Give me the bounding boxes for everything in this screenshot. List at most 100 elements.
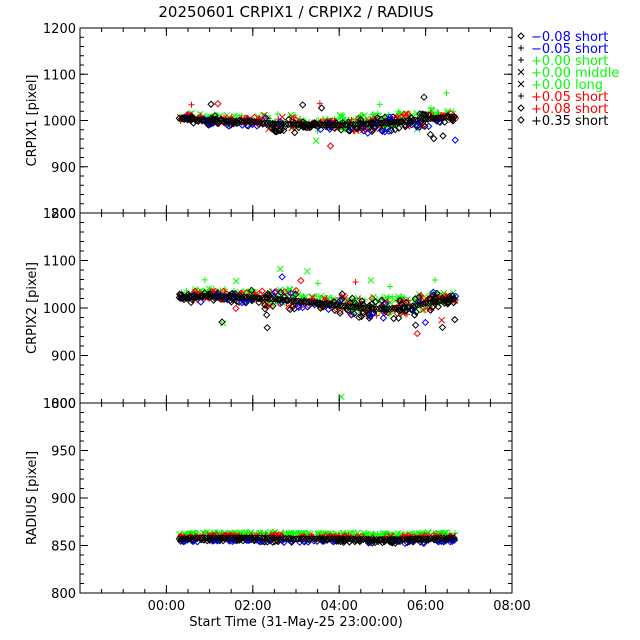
trend-point [271, 295, 279, 303]
trend-point [307, 298, 316, 307]
data-point [451, 136, 459, 144]
trend-point [186, 534, 194, 543]
legend-item: +0.00 short [518, 54, 608, 69]
trend-point [427, 534, 435, 543]
trend-point [261, 119, 269, 127]
trend-point [385, 535, 394, 544]
trend-point [253, 294, 261, 302]
legend-item: +0.08 short [517, 102, 608, 117]
trend-point [237, 293, 246, 301]
data-point [214, 100, 222, 108]
trend-point [383, 535, 391, 544]
trend-point [237, 534, 246, 542]
data-point [235, 298, 243, 306]
data-point [395, 124, 403, 132]
trend-point [315, 299, 324, 308]
trend-point [346, 303, 355, 311]
trend-point [266, 534, 274, 542]
trend-point [442, 534, 451, 542]
data-point [347, 310, 355, 319]
trend-point [209, 116, 217, 125]
trend-point [323, 535, 331, 543]
legend-label: −0.08 short [531, 30, 608, 45]
trend-point [235, 117, 243, 126]
trend-point [271, 534, 279, 543]
legend-marker [517, 104, 525, 112]
trend-point [235, 534, 243, 542]
trend-point [224, 534, 233, 542]
trend-point [191, 115, 199, 124]
data-point [326, 142, 335, 150]
trend-point [390, 535, 399, 544]
data-point [277, 288, 285, 296]
data-point [378, 127, 386, 135]
trend-point [188, 293, 197, 301]
data-point [359, 112, 366, 119]
trend-point [188, 534, 197, 543]
trend-point [318, 300, 326, 308]
trend-point [354, 304, 362, 312]
y-tick-label: 900 [51, 492, 76, 507]
trend-point [232, 293, 241, 301]
trend-point [204, 116, 212, 125]
chart-title: 20250601 CRPIX1 / CRPIX2 / RADIUS [158, 3, 433, 21]
trend-point [198, 534, 207, 542]
trend-point [230, 293, 238, 301]
trend-point [297, 297, 305, 306]
trend-point [434, 114, 443, 122]
data-point [262, 311, 271, 319]
data-point [379, 314, 388, 322]
trend-point [357, 535, 365, 544]
trend-point [367, 304, 375, 313]
trend-point [395, 118, 404, 126]
trend-point [240, 293, 248, 301]
trend-point [284, 120, 292, 129]
trend-point [196, 116, 204, 124]
trend-point [222, 292, 230, 301]
trend-point [196, 292, 204, 301]
trend-point [445, 534, 453, 542]
trend-point [385, 304, 394, 313]
data-point [344, 126, 353, 135]
trend-point [292, 120, 300, 129]
data-point [201, 276, 208, 283]
data-point [394, 314, 403, 322]
trend-point [336, 535, 344, 543]
trend-series [175, 534, 458, 544]
trend-point [447, 295, 456, 303]
trend-point [183, 534, 191, 543]
trend-point [351, 303, 360, 312]
trend-point [193, 292, 202, 301]
data-point [421, 318, 430, 327]
trend-point [370, 535, 378, 544]
trend-point [261, 534, 269, 542]
trend-point [323, 121, 331, 129]
data-point [273, 127, 281, 136]
data-point [385, 127, 393, 135]
trend-point [390, 118, 399, 126]
y-axis-title: RADIUS [pixel] [25, 451, 40, 545]
trend-point [214, 534, 222, 542]
trend-point [310, 299, 318, 307]
trend-point [351, 120, 360, 129]
trend-point [302, 535, 311, 543]
trend-point [442, 113, 451, 122]
trend-point [388, 118, 396, 127]
trend-point [209, 292, 217, 300]
data-point [303, 303, 312, 311]
trend-point [375, 119, 383, 128]
trend-point [445, 113, 453, 121]
trend-point [230, 534, 238, 542]
trend-point [325, 535, 334, 543]
trend-point [328, 535, 336, 543]
trend-point [421, 535, 430, 543]
data-point [238, 298, 246, 307]
y-tick-label: 900 [51, 161, 76, 176]
trend-point [206, 534, 215, 542]
trend-point [434, 534, 443, 543]
trend-point [287, 296, 295, 305]
data-point [247, 286, 256, 295]
y-tick-label: 1200 [43, 207, 76, 222]
data-point [420, 93, 428, 101]
data-point [336, 297, 344, 305]
